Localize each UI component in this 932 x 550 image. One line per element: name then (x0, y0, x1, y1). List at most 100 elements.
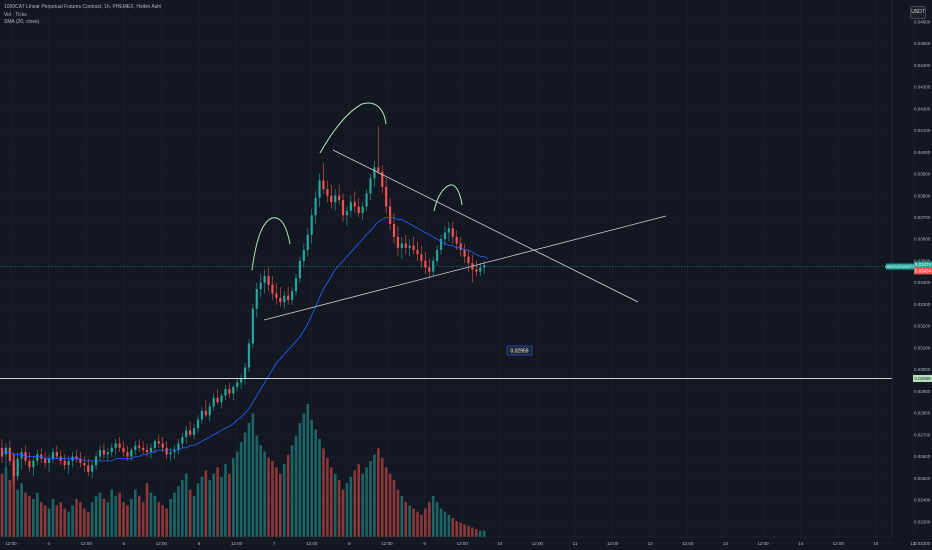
chart-legend: 1000CAT Linear Perpetual Futures Contrac… (4, 4, 161, 27)
candle-body (247, 343, 251, 368)
currency-button[interactable]: USDT (910, 6, 926, 19)
candle-body (420, 254, 423, 261)
drawings[interactable] (251, 102, 667, 321)
head-arc[interactable] (319, 102, 387, 154)
volume-bar (478, 530, 482, 537)
candle-body (142, 447, 145, 450)
candle-body (236, 382, 239, 387)
candle-body (341, 200, 345, 216)
volume-bar (75, 499, 78, 537)
volume-bar (153, 495, 157, 537)
candle-body (416, 250, 419, 255)
candle-body (134, 445, 137, 450)
ascending-trendline[interactable] (263, 215, 667, 321)
volume-bar (55, 505, 59, 537)
price-tick-label: 0.02800 (914, 411, 931, 416)
price-axis[interactable]: 0.04600 0.04500 0.04400 0.04300 0.04200 0.041… (885, 0, 932, 546)
volume-bar (141, 502, 145, 537)
candle-body (55, 452, 58, 457)
volume-bar (388, 473, 392, 537)
price-tick-label: 0.04500 (914, 41, 931, 46)
time-tick-label: 6 (198, 541, 201, 546)
time-axis[interactable]: 12:00 4 12:00 5 12:00 6 12:00 7 12:00 8 12:00 9 12:0… (0, 536, 917, 546)
volume-bar (471, 527, 474, 537)
volume-bar (275, 467, 278, 537)
candle-body (192, 428, 196, 435)
time-tick-label: 4 (47, 541, 50, 546)
candle-body (373, 167, 376, 179)
price-tick-label: 0.03500 (914, 258, 931, 263)
candle-body (161, 443, 164, 448)
candle-body (83, 463, 86, 466)
candle-body (318, 180, 321, 198)
callout-text: 0.02959 (510, 349, 528, 355)
volume-bar (196, 483, 200, 537)
volume-bar (39, 502, 43, 537)
time-tick-label: 12:00 (81, 541, 93, 546)
volume-bar (114, 495, 117, 537)
volume-bar (435, 502, 439, 537)
candle-body (165, 447, 168, 455)
volume-bar (247, 423, 251, 537)
time-tick-label: 12:00 (532, 541, 544, 546)
horizontal-line-axis-badge: 0.02959 (913, 374, 932, 382)
last-price-value: 0.03474 (915, 262, 932, 267)
second-price-box (914, 267, 932, 275)
descending-trendline[interactable] (332, 149, 639, 303)
volume-bar (255, 435, 259, 537)
volume-bar (118, 492, 121, 537)
candle-body (259, 282, 262, 290)
price-tick-label: 0.04000 (914, 150, 931, 155)
left-shoulder-arc[interactable] (251, 217, 291, 271)
time-tick-label: 12:00 (156, 541, 168, 546)
candle-body (220, 395, 223, 403)
volume-bar (126, 505, 129, 537)
candle-body (275, 293, 278, 298)
time-tick-label: 15 (873, 541, 879, 546)
last-price-symbol-box (886, 263, 914, 270)
price-tick-label: 0.03200 (914, 324, 931, 329)
price-tick-label: 0.02900 (914, 389, 931, 394)
volume-bar (365, 467, 368, 537)
candle-body (459, 243, 462, 250)
time-tick-label: 12:00 (5, 541, 17, 546)
price-tick-label: 0.03100 (914, 345, 931, 350)
volume-bar (216, 467, 219, 537)
candle-body (106, 452, 109, 455)
candle-body (279, 297, 282, 303)
volume-bar (392, 480, 396, 537)
volume-bar (380, 457, 384, 537)
volume-bar (239, 442, 243, 537)
volume-bar (130, 499, 133, 537)
time-tick-label: 7 (273, 541, 276, 546)
candle-body (424, 260, 427, 268)
volume-bar (443, 511, 447, 537)
candle-body (87, 465, 90, 472)
volume-bar (145, 483, 149, 537)
candle-body (357, 206, 360, 214)
volume-bar (326, 457, 329, 537)
volume-bar (318, 438, 321, 537)
volume-bar (79, 502, 82, 537)
price-tick-label: 0.04400 (914, 63, 931, 68)
candle-body (294, 278, 298, 292)
price-tick-label: 0.04200 (914, 106, 931, 111)
volume-bar (122, 502, 125, 537)
time-tick-label: 10 (497, 541, 503, 546)
volume-bar (161, 505, 165, 537)
candle-body (443, 232, 447, 240)
volume-bar (235, 451, 239, 537)
volume-bar (353, 470, 357, 537)
candle-body (181, 436, 184, 444)
volume-bar (106, 502, 110, 537)
candle-body (463, 250, 466, 257)
candle-body (267, 276, 270, 285)
horizontal-line-callout[interactable]: 0.02959 (506, 345, 533, 356)
volume-bar (251, 413, 255, 537)
volume-bar (431, 495, 435, 537)
time-tick-label: 12:00 (457, 541, 469, 546)
candle-body (47, 458, 51, 464)
right-shoulder-arc[interactable] (433, 184, 463, 212)
volume-bar (51, 499, 55, 537)
